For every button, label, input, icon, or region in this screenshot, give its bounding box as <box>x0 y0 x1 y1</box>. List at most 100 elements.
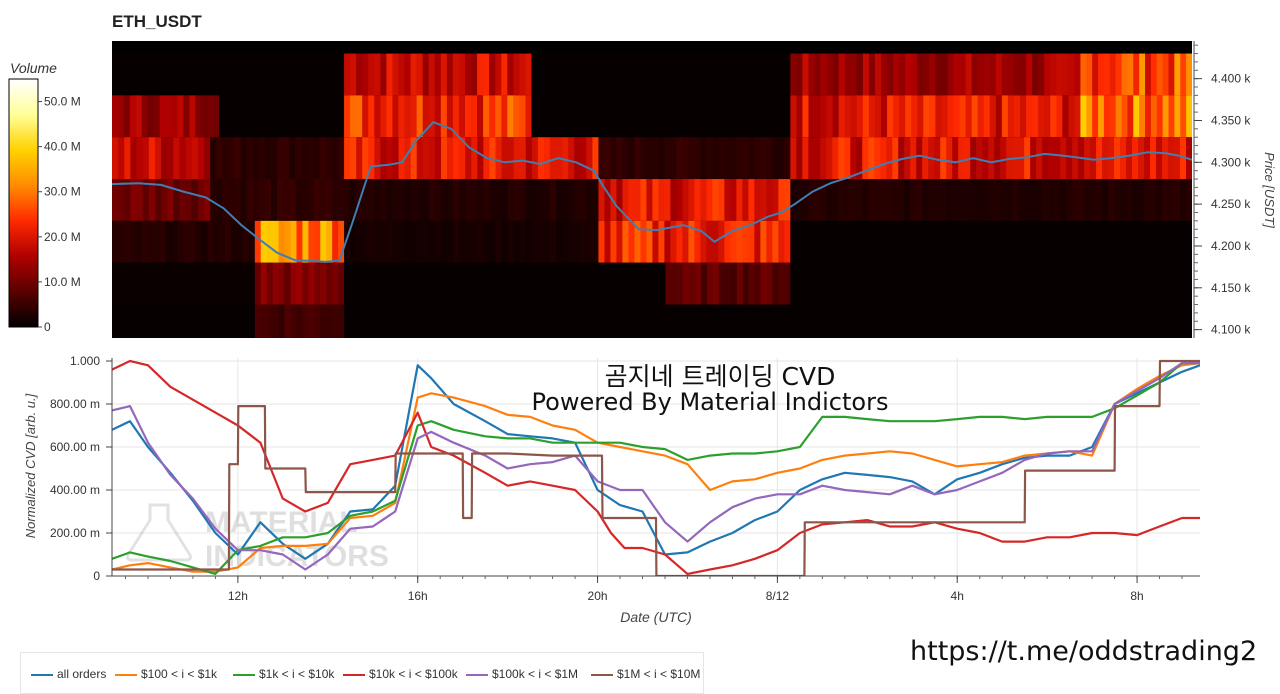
heatmap-cell <box>969 304 977 338</box>
heatmap-cell <box>578 304 586 338</box>
heatmap-cell <box>766 53 773 96</box>
heatmap-cell <box>296 220 304 263</box>
heatmap-cell <box>826 53 834 96</box>
heatmap-cell <box>451 262 458 305</box>
heatmap-cell <box>428 53 436 96</box>
heatmap-cell <box>290 220 298 263</box>
heatmap-cell <box>260 53 268 96</box>
heatmap-cell <box>689 262 696 305</box>
heatmap-cell <box>909 304 916 338</box>
legend-item[interactable]: all orders <box>31 667 106 681</box>
heatmap-cell <box>1038 95 1045 138</box>
heatmap-cell <box>576 262 583 305</box>
heatmap-cell <box>562 137 569 180</box>
heatmap-cell <box>1174 262 1181 305</box>
heatmap-cell <box>706 53 713 96</box>
heatmap-cell <box>440 220 448 263</box>
heatmap-cell <box>296 304 304 338</box>
heatmap-cell <box>1120 179 1127 221</box>
heatmap-cell <box>117 220 125 263</box>
heatmap-cell <box>368 137 375 180</box>
heatmap-cell <box>1056 95 1063 138</box>
heatmap-cell <box>742 95 749 138</box>
heatmap-cell <box>302 262 309 305</box>
colorbar <box>8 78 39 328</box>
heatmap-cell <box>820 179 827 221</box>
heatmap-cell <box>284 220 292 263</box>
heatmap-cell <box>1068 53 1075 96</box>
heatmap-cell <box>766 95 773 138</box>
heatmap-cell <box>867 304 874 338</box>
heatmap-cell <box>513 137 521 180</box>
heatmap-cell <box>392 95 400 138</box>
heatmap-cell <box>219 95 226 138</box>
heatmap-cell <box>560 304 568 338</box>
heatmap-cell <box>284 262 292 305</box>
heatmap-cell <box>1186 179 1192 221</box>
heatmap-cell <box>296 95 304 138</box>
heatmap-cell <box>1120 220 1127 263</box>
heatmap-cell <box>688 95 695 138</box>
heatmap-cell <box>177 53 185 96</box>
heatmap-cell <box>724 137 731 180</box>
heatmap-cell <box>141 53 149 96</box>
heatmap-cell <box>428 220 436 263</box>
legend-item[interactable]: $1k < i < $10k <box>233 667 334 681</box>
heatmap-cell <box>742 262 750 305</box>
heatmap-cell <box>939 304 947 338</box>
heatmap-cell <box>555 53 563 96</box>
heatmap-cell <box>1029 304 1037 338</box>
heatmap-cell <box>1042 220 1049 263</box>
legend-item[interactable]: $100k < i < $1M <box>466 667 578 681</box>
heatmap-cell <box>598 137 606 180</box>
heatmap-cell <box>820 262 827 305</box>
heatmap-cell <box>1012 220 1019 263</box>
heatmap-title: ETH_USDT <box>112 12 202 31</box>
heatmap-cell <box>670 137 678 180</box>
heatmap-cell <box>537 220 545 263</box>
heatmap-cell <box>135 53 143 96</box>
heatmap-cell <box>887 53 894 96</box>
heatmap-cell <box>802 137 809 180</box>
heatmap-cell <box>338 95 345 138</box>
heatmap-cell <box>510 262 518 305</box>
heatmap-cell <box>982 262 989 305</box>
heatmap-cell <box>380 137 388 180</box>
heatmap-cell <box>778 179 785 221</box>
heatmap-cell <box>1162 137 1169 180</box>
heatmap-cell <box>1095 304 1103 338</box>
price-axis-minor-ticks <box>1194 44 1198 331</box>
heatmap-cell <box>489 53 496 96</box>
legend-item[interactable]: $100 < i < $1k <box>115 667 217 681</box>
heatmap-cell <box>171 220 179 263</box>
heatmap-cell <box>344 137 351 180</box>
legend-label: all orders <box>57 667 107 681</box>
heatmap-cell <box>271 179 278 221</box>
legend-item[interactable]: $10k < i < $100k <box>343 667 458 681</box>
legend-item[interactable]: $1M < i < $10M <box>591 667 700 681</box>
heatmap-cell <box>658 220 666 263</box>
heatmap-cell <box>296 53 304 96</box>
heatmap-cell <box>1168 95 1175 138</box>
heatmap-cell <box>688 137 695 180</box>
heatmap-cell <box>266 95 274 138</box>
heatmap-cell <box>1168 179 1175 221</box>
heatmap-cell <box>289 179 296 221</box>
heatmap-cell <box>1066 137 1073 180</box>
heatmap-cell <box>320 53 327 96</box>
heatmap-cell <box>469 262 476 305</box>
heatmap-cell <box>1126 137 1133 180</box>
heatmap-cell <box>123 304 131 338</box>
heatmap-cell <box>772 53 779 96</box>
heatmap-cell <box>465 137 472 180</box>
heatmap-cell <box>621 53 629 96</box>
heatmap-cell <box>350 53 357 96</box>
heatmap-cell <box>519 53 527 96</box>
heatmap-cell <box>718 179 725 221</box>
telegram-link[interactable]: https://t.me/oddstrading2 <box>910 636 1258 667</box>
heatmap-cell <box>784 137 791 180</box>
heatmap-cell <box>568 220 575 263</box>
heatmap-cell <box>837 304 844 338</box>
heatmap-cell <box>653 262 661 305</box>
heatmap-cell <box>566 304 574 338</box>
